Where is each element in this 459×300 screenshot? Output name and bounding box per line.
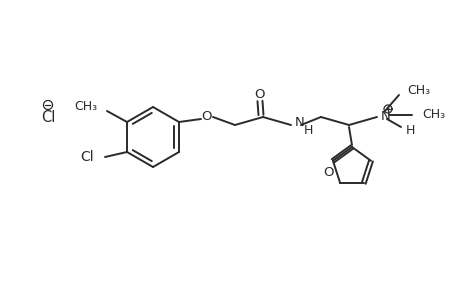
- Text: O: O: [323, 166, 333, 178]
- Text: H: H: [303, 124, 313, 136]
- Text: Cl: Cl: [80, 150, 94, 164]
- Text: N: N: [380, 110, 390, 122]
- Text: N: N: [294, 116, 304, 130]
- Text: CH₃: CH₃: [406, 85, 429, 98]
- Text: CH₃: CH₃: [74, 100, 97, 112]
- Text: Cl: Cl: [41, 110, 55, 125]
- Text: H: H: [405, 124, 414, 136]
- Text: CH₃: CH₃: [421, 109, 444, 122]
- Text: O: O: [202, 110, 212, 122]
- Text: O: O: [254, 88, 265, 101]
